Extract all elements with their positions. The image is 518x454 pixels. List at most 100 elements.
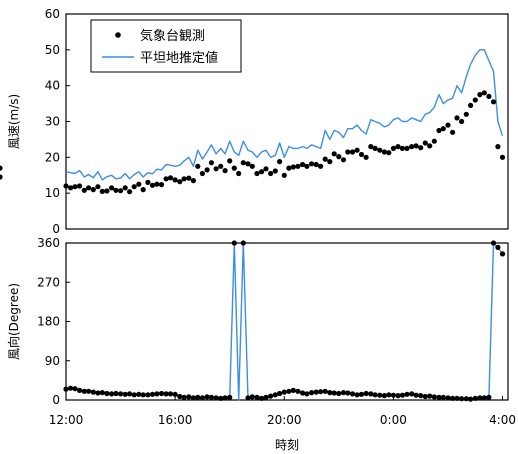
dir-observed-point	[481, 395, 487, 401]
dir-observed-point	[468, 396, 474, 402]
speed-observed-point	[90, 187, 96, 193]
speed-observed-point	[377, 147, 383, 153]
speed-observed-point	[354, 147, 360, 153]
dir-observed-point	[354, 392, 360, 398]
dir-observed-point	[240, 240, 246, 246]
speed-observed-point	[345, 149, 351, 155]
dir-y-tick-label: 90	[45, 354, 60, 368]
speed-observed-point	[145, 179, 151, 185]
dir-observed-point	[418, 393, 424, 399]
speed-observed-point	[481, 90, 487, 96]
dir-observed-point	[163, 391, 169, 397]
speed-observed-point	[486, 93, 492, 99]
legend-entry-estimate: 平坦地推定値	[140, 50, 218, 66]
speed-observed-point	[445, 122, 451, 128]
speed-observed-point	[190, 178, 196, 184]
speed-observed-point	[459, 118, 465, 125]
speed-observed-point	[300, 161, 306, 168]
speed-observed-point	[231, 165, 237, 171]
speed-observed-point	[399, 145, 405, 151]
speed-observed-point	[113, 187, 119, 193]
speed-observed-point	[436, 127, 442, 134]
dir-observed-point	[263, 394, 269, 400]
dir-observed-point	[495, 244, 501, 250]
dir-observed-point	[99, 390, 105, 396]
speed-observed-point	[358, 151, 365, 158]
dir-y-tick-label: 360	[37, 236, 60, 250]
dir-observed-point	[81, 388, 87, 394]
dir-observed-point	[104, 390, 110, 397]
dir-observed-point	[222, 395, 228, 401]
dir-observed-point	[445, 395, 451, 401]
speed-observed-point	[463, 111, 469, 117]
speed-observed-point	[422, 140, 428, 146]
dir-observed-point	[254, 394, 260, 400]
dir-observed-point	[450, 395, 456, 401]
speed-observed-point	[109, 185, 115, 191]
dir-observed-point	[281, 389, 287, 395]
speed-y-tick-label: 60	[45, 7, 60, 21]
dir-observed-point	[199, 395, 205, 401]
speed-observed-point	[390, 145, 396, 151]
speed-observed-point	[245, 161, 251, 167]
speed-observed-point	[213, 166, 219, 172]
dir-observed-point	[154, 391, 160, 397]
dir-observed-point	[363, 390, 369, 397]
wind-speed-panel: 0 10 20 30 40 50 60 風速(m/s)	[0, 7, 509, 236]
dir-observed-point	[68, 385, 74, 391]
dir-observed-point	[463, 396, 469, 402]
legend-dot-marker	[115, 32, 121, 38]
speed-y-axis-label: 風速(m/s)	[7, 94, 21, 149]
dir-observed-point	[295, 388, 301, 394]
dir-observed-point	[118, 391, 124, 397]
speed-observed-point	[222, 168, 228, 174]
speed-observed-point	[99, 188, 105, 194]
speed-observed-point	[427, 143, 433, 149]
speed-observed-point	[409, 144, 415, 150]
speed-observed-point	[81, 187, 87, 193]
dir-observed-point	[286, 388, 292, 394]
dir-observed-point	[499, 251, 506, 257]
speed-observed-point	[268, 170, 274, 177]
dir-observed-point	[72, 386, 78, 392]
dir-observed-point	[459, 396, 465, 402]
speed-observed-point	[495, 144, 501, 150]
speed-observed-point	[295, 163, 301, 169]
speed-observed-point	[404, 145, 410, 151]
speed-y-tick-label: 10	[45, 186, 60, 200]
wind-direction-panel: 0 90 180 270 360 風向(Degree) 12:00 16:00 20:00 0:0…	[6, 236, 516, 452]
speed-observed-point	[313, 161, 319, 168]
speed-observed-point	[177, 179, 183, 185]
dir-observed-point	[167, 391, 174, 397]
speed-observed-point	[318, 163, 324, 169]
speed-observed-point	[195, 163, 201, 169]
dir-observed-point	[113, 390, 119, 397]
speed-observed-point	[472, 97, 478, 103]
dir-observed-point	[122, 391, 128, 397]
dir-observed-point	[486, 394, 492, 400]
speed-observed-point	[372, 145, 378, 151]
speed-observed-point	[199, 170, 205, 177]
speed-observed-point	[477, 92, 483, 98]
dir-observed-point	[86, 388, 92, 394]
dir-observed-point	[186, 394, 192, 400]
speed-observed-point	[259, 169, 265, 175]
speed-observed-point	[349, 149, 356, 155]
dir-observed-point	[377, 392, 383, 398]
speed-observed-point	[218, 163, 224, 169]
x-axis-label: 時刻	[275, 438, 299, 452]
speed-observed-point	[95, 184, 101, 190]
dir-observed-point	[109, 391, 115, 397]
legend-entry-observed: 気象台観測	[140, 28, 205, 44]
dir-observed-point	[313, 389, 319, 395]
speed-observed-point	[204, 167, 210, 173]
dir-observed-point	[368, 391, 374, 397]
dir-observed-point	[231, 240, 237, 246]
dir-observed-point	[149, 391, 156, 397]
speed-observed-point	[309, 161, 315, 167]
dir-observed-point	[272, 392, 278, 398]
speed-observed-point	[454, 115, 460, 121]
speed-observed-point	[0, 174, 3, 180]
dir-observed-point	[127, 391, 133, 397]
